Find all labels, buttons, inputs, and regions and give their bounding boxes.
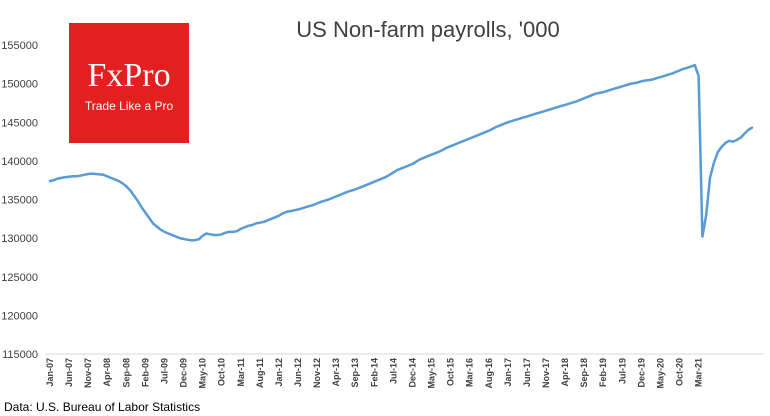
y-tick-label: 140000	[1, 156, 38, 168]
x-tick-label: Nov-12	[312, 358, 322, 388]
y-tick-label: 150000	[1, 79, 38, 91]
x-tick-label: Dec-14	[407, 358, 417, 388]
x-tick-label: Jan-17	[503, 358, 513, 387]
y-tick-label: 135000	[1, 195, 38, 207]
x-tick-label: Mar-11	[236, 358, 246, 387]
data-source: Data: U.S. Bureau of Labor Statistics	[4, 400, 201, 414]
x-tick-label: Mar-21	[694, 358, 704, 387]
y-tick-label: 120000	[1, 310, 38, 322]
x-tick-label: Apr-13	[331, 358, 341, 387]
x-tick-label: Jun-17	[522, 358, 532, 387]
x-tick-label: Sep-18	[579, 358, 589, 388]
x-tick-label: Jun-12	[293, 358, 303, 387]
x-tick-label: Oct-10	[217, 358, 227, 386]
x-tick-label: Apr-18	[560, 358, 570, 387]
chart-title: US Non-farm payrolls, '000	[296, 17, 559, 42]
y-tick-label: 130000	[1, 233, 38, 245]
x-tick-label: Feb-09	[140, 358, 150, 387]
x-tick-label: Dec-09	[179, 358, 189, 388]
y-axis: 115000 120000 125000 130000 135000 140000 1450…	[1, 40, 38, 361]
x-tick-label: Jan-12	[274, 358, 284, 387]
x-tick-label: Jul-09	[159, 358, 169, 384]
x-tick-label: May-10	[198, 358, 208, 389]
y-tick-label: 155000	[1, 40, 38, 52]
x-tick-label: Sep-08	[121, 358, 131, 388]
x-tick-label: Feb-14	[369, 358, 379, 387]
y-tick-label: 125000	[1, 272, 38, 284]
x-tick-label: Sep-13	[350, 358, 360, 388]
series-line	[48, 63, 754, 242]
x-tick-label: Jul-19	[617, 358, 627, 384]
x-tick-label: Oct-20	[675, 358, 685, 386]
y-tick-label: 115000	[2, 349, 38, 361]
x-tick-label: Mar-16	[465, 358, 475, 387]
x-tick-label: Nov-17	[541, 358, 551, 388]
y-tick-label: 145000	[1, 117, 38, 129]
x-tick-label: Aug-16	[484, 358, 494, 389]
x-tick-label: May-15	[427, 358, 437, 389]
payrolls-chart: US Non-farm payrolls, '000 1150001200001…	[1, 17, 764, 389]
x-tick-label: Apr-08	[102, 358, 112, 387]
x-tick-label: Jul-14	[388, 358, 398, 384]
x-axis: Jan-07 Jun-07 Nov-07 Apr-08 Sep-08 Feb-09 Jul-…	[45, 358, 704, 389]
x-tick-label: Feb-19	[598, 358, 608, 387]
x-tick-label: May-20	[655, 358, 665, 389]
x-tick-label: Nov-07	[83, 358, 93, 388]
logo-name: FxPro	[87, 57, 171, 94]
x-tick-label: Aug-11	[255, 358, 265, 388]
fxpro-logo: FxPro Trade Like a Pro	[69, 23, 189, 143]
x-tick-label: Dec-19	[636, 358, 646, 388]
x-tick-label: Jan-07	[45, 358, 55, 387]
logo-tagline: Trade Like a Pro	[84, 99, 174, 113]
x-tick-label: Jun-07	[64, 358, 74, 387]
x-tick-label: Oct-15	[446, 358, 456, 386]
